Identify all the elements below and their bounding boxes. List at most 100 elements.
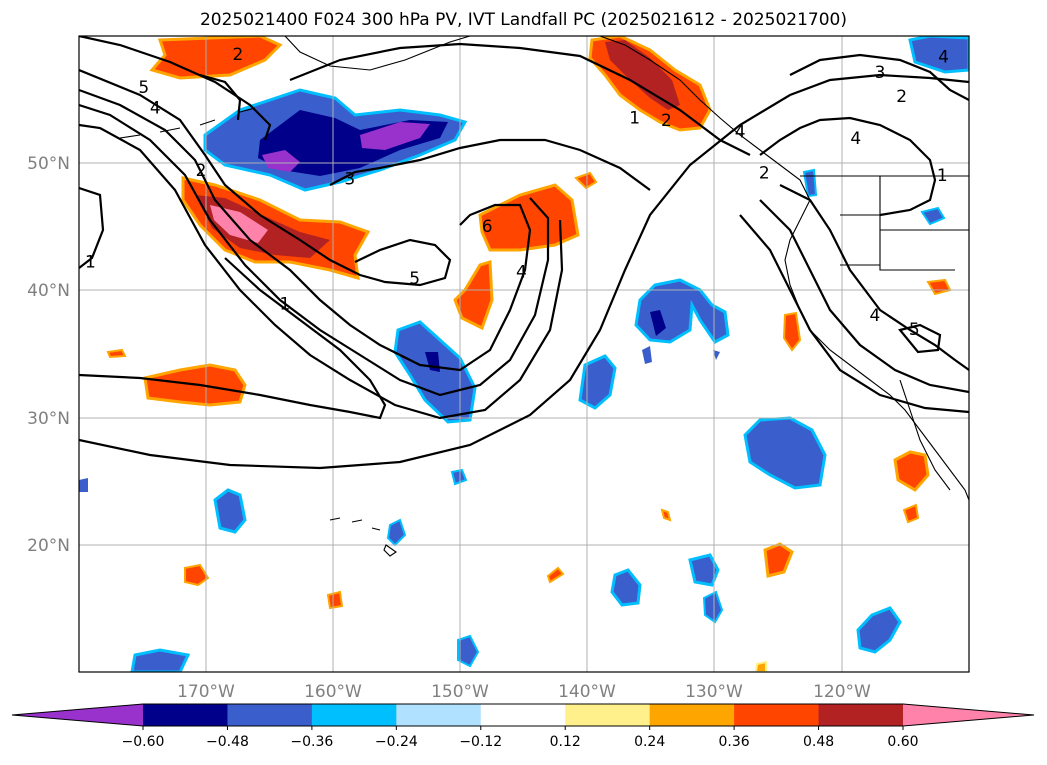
- negative-anomaly-region: [642, 346, 652, 364]
- lat-tick-label: 40°N: [27, 281, 70, 301]
- pv-contour: [759, 199, 969, 394]
- contour-label: 4: [870, 306, 881, 326]
- contour-label: 4: [150, 99, 161, 119]
- negative-anomaly-region: [610, 568, 642, 607]
- contour-label: 2: [759, 163, 770, 183]
- alaska-coastline: [284, 36, 471, 71]
- pv-contour: [898, 323, 942, 354]
- coastlines: [119, 36, 969, 557]
- contour-label: 5: [138, 78, 149, 98]
- negative-anomaly-region: [688, 553, 720, 587]
- negative-anomaly-region: [908, 36, 969, 74]
- map-frame: [78, 35, 970, 673]
- positive-anomaly-peak: [210, 205, 268, 243]
- pv-contour: [779, 184, 969, 371]
- pv-contour: [79, 257, 387, 420]
- colorbar-extend-min: [12, 704, 143, 726]
- colorbar-swatch: [818, 704, 904, 726]
- negative-anomaly-region: [213, 488, 247, 534]
- contour-label: 2: [661, 111, 672, 131]
- pv-contour: [79, 68, 452, 287]
- lon-tick-label: 120°W: [813, 682, 871, 702]
- lon-tick-label: 140°W: [558, 682, 616, 702]
- pv-contour: [739, 214, 969, 414]
- negative-anomaly-region: [713, 350, 720, 360]
- contour-label: 2: [233, 45, 244, 65]
- contour-label: 4: [850, 129, 861, 149]
- colorbar-tick-label: 0.60: [887, 734, 918, 750]
- colorbar-tick-label: −0.60: [122, 734, 165, 750]
- colorbar-swatch: [396, 704, 482, 726]
- pv-contour: [759, 116, 937, 217]
- lon-tick-label: 130°W: [685, 682, 743, 702]
- contour-label: 6: [482, 217, 493, 237]
- colorbar-tick-label: 0.36: [719, 734, 750, 750]
- filled-anomaly-layer: [79, 36, 969, 672]
- colorbar-swatch: [734, 704, 820, 726]
- aleutian-islands: [119, 107, 256, 139]
- pv-contour: [329, 138, 651, 191]
- negative-anomaly-core: [650, 310, 666, 336]
- negative-anomaly-peak: [262, 150, 300, 172]
- positive-anomaly-region: [754, 660, 767, 672]
- pv-contour: [199, 73, 242, 121]
- longitude-tick-labels: 170°W 160°W 150°W 140°W 130°W 120°W: [177, 682, 871, 702]
- contour-label: 3: [344, 170, 355, 190]
- colorbar-tick-label: −0.24: [375, 734, 418, 750]
- contour-label: 4: [735, 123, 746, 143]
- positive-anomaly-region: [660, 508, 672, 522]
- colorbar-tick-label: 0.48: [803, 734, 834, 750]
- lon-tick-label: 170°W: [177, 682, 235, 702]
- positive-anomaly-region: [478, 183, 580, 252]
- negative-anomaly-region: [79, 478, 88, 492]
- pv-contour: [789, 53, 969, 101]
- negative-anomaly-region: [130, 648, 191, 672]
- contour-label: 5: [909, 320, 920, 340]
- colorbar: −0.60 −0.48 −0.36 −0.24 −0.12 0.12 0.24 0.36 0.4…: [11, 703, 1035, 750]
- negative-anomaly-peak: [360, 122, 430, 150]
- graticule: [79, 36, 969, 672]
- pv-contour: [79, 186, 105, 269]
- baja-coastline: [899, 379, 951, 491]
- contour-label: 4: [516, 263, 527, 283]
- positive-anomaly-region: [106, 348, 127, 359]
- colorbar-extend-max: [903, 704, 1034, 726]
- contour-label: 1: [85, 252, 96, 272]
- state-borders: [800, 175, 969, 271]
- positive-anomaly-region: [453, 260, 494, 331]
- colorbar-swatch: [649, 704, 735, 726]
- positive-anomaly-region: [326, 590, 344, 610]
- lon-tick-label: 160°W: [304, 682, 362, 702]
- colorbar-swatch: [311, 704, 397, 726]
- negative-anomaly-region: [393, 320, 477, 424]
- hawaii-islands: [329, 517, 397, 557]
- pv-contour: [289, 42, 751, 156]
- positive-anomaly-region: [782, 311, 802, 352]
- positive-anomaly-region: [574, 171, 598, 190]
- positive-anomaly-region: [546, 566, 565, 584]
- contour-label: 2: [896, 87, 907, 107]
- negative-anomaly-region: [920, 206, 946, 226]
- negative-anomaly-region: [450, 468, 468, 486]
- contour-label: 3: [875, 63, 886, 83]
- contour-label: 1: [629, 109, 640, 129]
- positive-anomaly-region: [902, 503, 920, 524]
- lon-tick-label: 150°W: [431, 682, 489, 702]
- pv-contour: [79, 73, 969, 470]
- contour-label: 1: [937, 166, 948, 186]
- negative-anomaly-region: [578, 354, 617, 410]
- lat-tick-label: 50°N: [27, 154, 70, 174]
- colorbar-swatch: [143, 704, 228, 726]
- lat-tick-label: 30°N: [27, 409, 70, 429]
- negative-anomaly-region: [856, 606, 902, 654]
- negative-anomaly-region: [386, 518, 407, 547]
- colorbar-tick-label: −0.48: [206, 734, 249, 750]
- contour-label: 2: [196, 161, 207, 181]
- positive-anomaly-region: [184, 563, 210, 587]
- lat-tick-label: 20°N: [27, 536, 70, 556]
- pv-contour: [79, 123, 564, 420]
- negative-anomaly-region: [457, 634, 480, 668]
- colorbar-swatch: [565, 704, 651, 726]
